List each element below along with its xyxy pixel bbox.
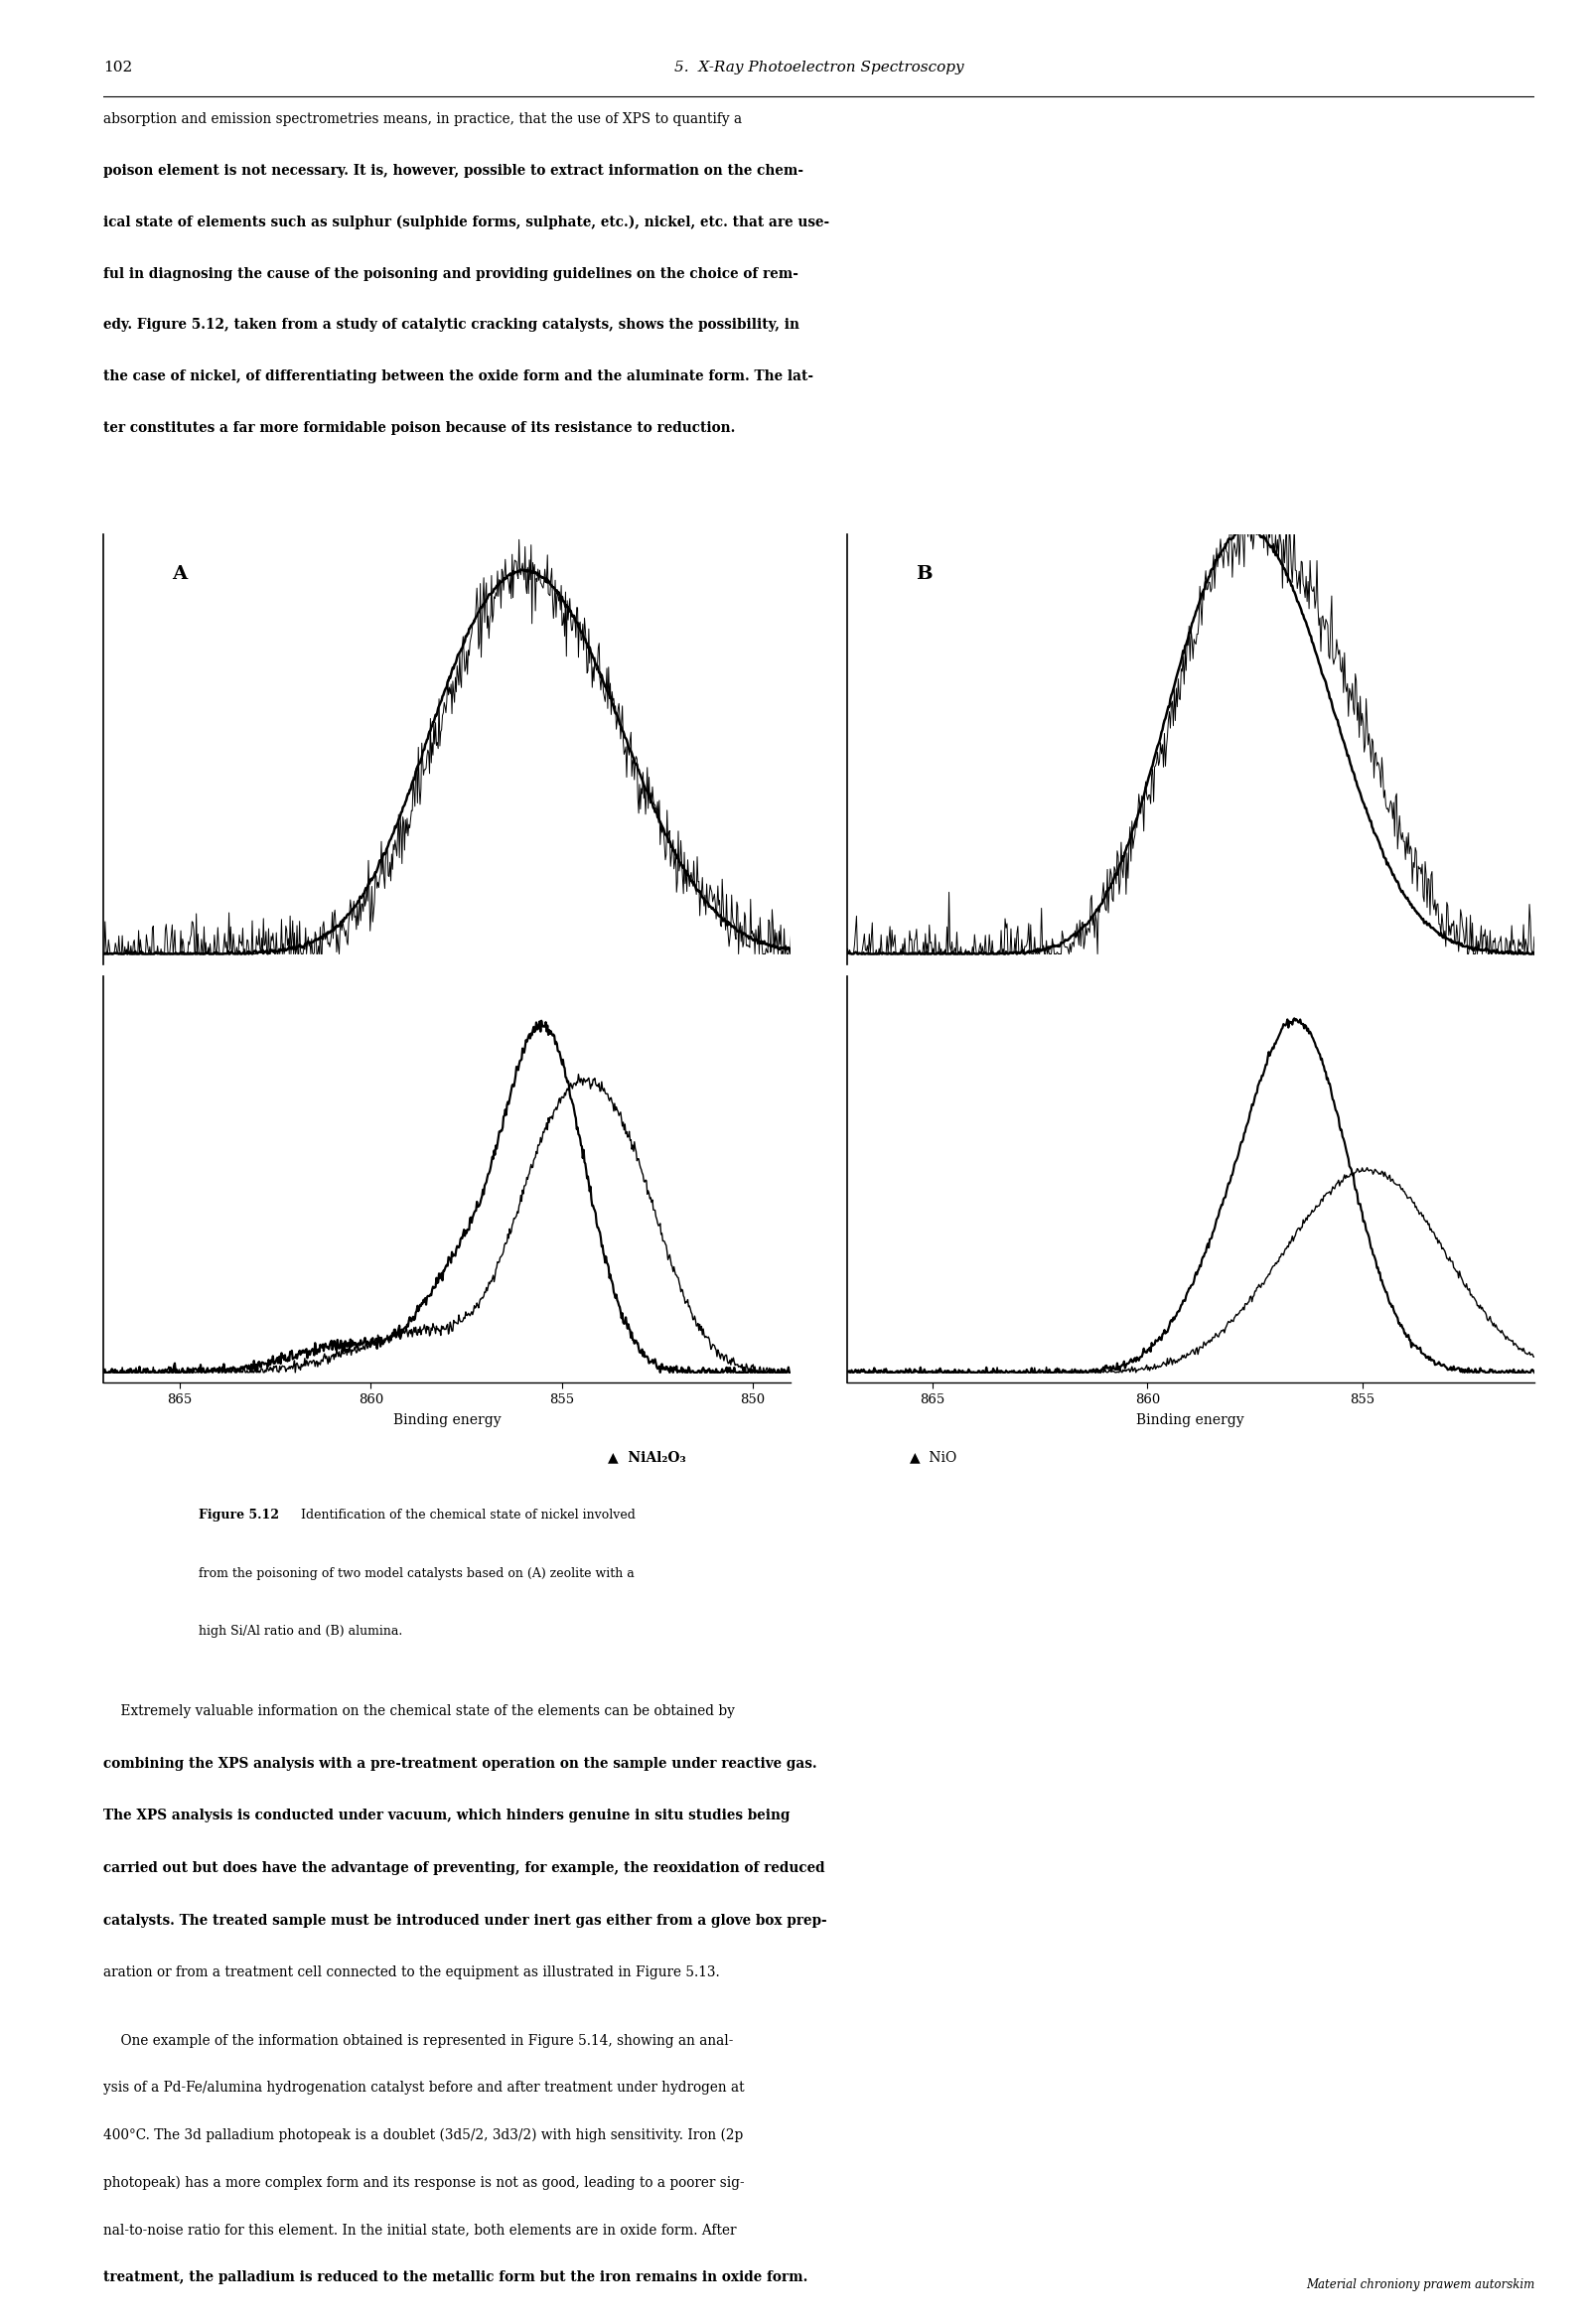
Text: the case of nickel, of differentiating between the oxide form and the aluminate : the case of nickel, of differentiating b… [103,370,814,383]
X-axis label: Binding energy: Binding energy [393,1413,501,1427]
Text: ical state of elements such as sulphur (sulphide forms, sulphate, etc.), nickel,: ical state of elements such as sulphur (… [103,216,830,230]
Text: photopeak) has a more complex form and its response is not as good, leading to a: photopeak) has a more complex form and i… [103,2175,744,2189]
Text: from the poisoning of two model catalysts based on (A) zeolite with a: from the poisoning of two model catalyst… [199,1566,634,1580]
Text: treatment, the palladium is reduced to the metallic form but the iron remains in: treatment, the palladium is reduced to t… [103,2271,808,2284]
Text: Identification of the chemical state of nickel involved: Identification of the chemical state of … [301,1508,636,1522]
Text: edy. Figure 5.12, taken from a study of catalytic cracking catalysts, shows the : edy. Figure 5.12, taken from a study of … [103,318,800,332]
Text: The XPS analysis is conducted under vacuum, which hinders genuine in situ studie: The XPS analysis is conducted under vacu… [103,1808,790,1822]
Text: 5.  X-Ray Photoelectron Spectroscopy: 5. X-Ray Photoelectron Spectroscopy [674,60,964,74]
Text: Figure 5.12: Figure 5.12 [199,1508,280,1522]
Text: catalysts. The treated sample must be introduced under inert gas either from a g: catalysts. The treated sample must be in… [103,1913,827,1927]
Text: A: A [172,565,188,583]
Text: ter constitutes a far more formidable poison because of its resistance to reduct: ter constitutes a far more formidable po… [103,421,735,435]
Text: B: B [916,565,932,583]
Text: nal-to-noise ratio for this element. In the initial state, both elements are in : nal-to-noise ratio for this element. In … [103,2222,736,2236]
Text: high Si/Al ratio and (B) alumina.: high Si/Al ratio and (B) alumina. [199,1624,402,1638]
Text: Material chroniony prawem autorskim: Material chroniony prawem autorskim [1305,2278,1534,2291]
Text: absorption and emission spectrometries means, in practice, that the use of XPS t: absorption and emission spectrometries m… [103,112,743,125]
Text: ▲  NiAl₂O₃: ▲ NiAl₂O₃ [607,1450,687,1464]
Text: ysis of a Pd-Fe/alumina hydrogenation catalyst before and after treatment under : ysis of a Pd-Fe/alumina hydrogenation ca… [103,2080,744,2094]
Text: ▲  NiO: ▲ NiO [909,1450,957,1464]
Text: 400°C. The 3d palladium photopeak is a doublet (3d5/2, 3d3/2) with high sensitiv: 400°C. The 3d palladium photopeak is a d… [103,2129,743,2143]
Text: 102: 102 [103,60,132,74]
Text: Extremely valuable information on the chemical state of the elements can be obta: Extremely valuable information on the ch… [103,1703,735,1717]
Text: ful in diagnosing the cause of the poisoning and providing guidelines on the cho: ful in diagnosing the cause of the poiso… [103,267,798,281]
Text: poison element is not necessary. It is, however, possible to extract information: poison element is not necessary. It is, … [103,163,803,177]
Text: One example of the information obtained is represented in Figure 5.14, showing a: One example of the information obtained … [103,2034,733,2047]
X-axis label: Binding energy: Binding energy [1137,1413,1245,1427]
Text: combining the XPS analysis with a pre-treatment operation on the sample under re: combining the XPS analysis with a pre-tr… [103,1757,817,1771]
Text: carried out but does have the advantage of preventing, for example, the reoxidat: carried out but does have the advantage … [103,1862,825,1875]
Text: aration or from a treatment cell connected to the equipment as illustrated in Fi: aration or from a treatment cell connect… [103,1966,720,1980]
